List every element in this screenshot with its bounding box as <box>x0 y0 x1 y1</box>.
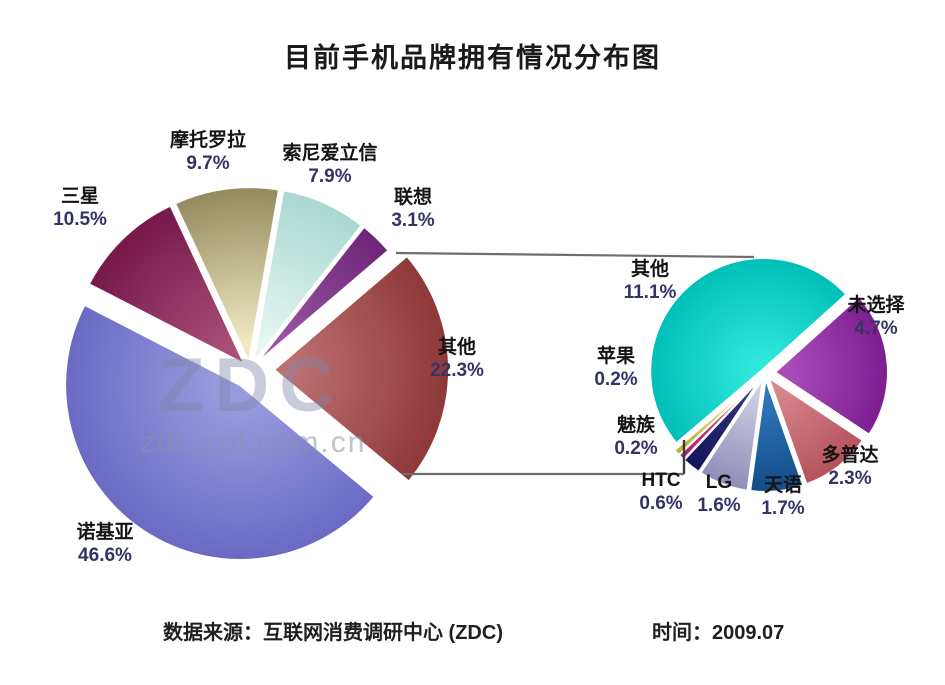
main-slice-诺基亚 <box>64 303 377 561</box>
slice-name: 天语 <box>763 475 802 496</box>
slice-percent: 0.2% <box>594 369 638 390</box>
sec-label-未选择: 未选择 4.7% <box>847 294 904 340</box>
slice-name: 苹果 <box>596 346 635 367</box>
footer-source: 数据来源：互联网消费调研中心 (ZDC) <box>163 622 503 644</box>
sec-label-LG: LG 1.6% <box>697 471 740 517</box>
sec-label-HTC: HTC 0.6% <box>639 469 682 515</box>
slice-percent: 1.7% <box>761 498 805 519</box>
sec-slice-LG <box>699 378 764 492</box>
slice-percent: 1.6% <box>697 495 741 516</box>
sec-slice-多普达 <box>766 375 865 486</box>
sec-slice-苹果 <box>673 376 762 457</box>
slice-name: HTC <box>641 470 681 491</box>
main-label-联想: 联想 3.1% <box>391 186 434 232</box>
sec-slice-未选择 <box>773 295 889 437</box>
slice-name: 联想 <box>393 187 432 208</box>
slice-name: 其他 <box>437 337 476 358</box>
main-slice-三星 <box>87 204 247 367</box>
slice-percent: 9.7% <box>186 153 230 174</box>
slice-percent: 11.1% <box>623 282 677 303</box>
slice-name: LG <box>705 472 733 493</box>
footer-time: 时间：2009.07 <box>652 622 785 644</box>
slice-name: 多普达 <box>821 445 879 466</box>
slice-percent: 0.6% <box>639 493 683 514</box>
main-label-其他: 其他 22.3% <box>430 336 484 382</box>
sec-label-天语: 天语 1.7% <box>761 474 804 520</box>
slice-percent: 0.2% <box>614 438 658 459</box>
chart-title: 目前手机品牌拥有情况分布图 <box>284 43 661 73</box>
slice-name: 索尼爱立信 <box>282 143 378 164</box>
sec-slice-其他 <box>649 257 848 445</box>
main-label-索尼爱立信: 索尼爱立信 7.9% <box>282 142 377 188</box>
slice-percent: 46.6% <box>78 545 132 566</box>
watermark-url: zdc.zol.com.cn <box>140 426 367 459</box>
sec-label-苹果: 苹果 0.2% <box>594 345 637 391</box>
slice-name: 三星 <box>60 186 99 207</box>
slice-percent: 4.7% <box>854 318 898 339</box>
slice-name: 诺基亚 <box>76 522 134 543</box>
main-slice-摩托罗拉 <box>173 186 281 366</box>
slice-percent: 2.3% <box>828 468 872 489</box>
slice-percent: 7.9% <box>308 166 352 187</box>
watermark-logo: ZDC <box>158 343 345 428</box>
slice-name: 魅族 <box>616 415 655 436</box>
sec-label-多普达: 多普达 2.3% <box>821 444 878 490</box>
main-slice-其他 <box>272 254 451 483</box>
slice-percent: 10.5% <box>53 209 107 230</box>
slice-percent: 3.1% <box>391 210 435 231</box>
main-label-三星: 三星 10.5% <box>53 185 107 231</box>
slice-percent: 22.3% <box>430 360 484 381</box>
sec-label-其他: 其他 11.1% <box>624 258 677 304</box>
slice-name: 摩托罗拉 <box>169 130 247 151</box>
sec-label-魅族: 魅族 0.2% <box>614 414 657 460</box>
sec-slice-天语 <box>749 378 805 493</box>
main-pie <box>64 186 451 561</box>
secondary-pie <box>649 257 889 493</box>
slice-name: 未选择 <box>847 295 905 316</box>
main-label-摩托罗拉: 摩托罗拉 9.7% <box>170 129 246 175</box>
main-slice-索尼爱立信 <box>252 189 364 364</box>
slice-name: 其他 <box>630 259 670 280</box>
main-label-诺基亚: 诺基亚 46.6% <box>76 521 133 567</box>
main-slice-联想 <box>254 225 390 365</box>
series-line-top <box>395 251 755 259</box>
